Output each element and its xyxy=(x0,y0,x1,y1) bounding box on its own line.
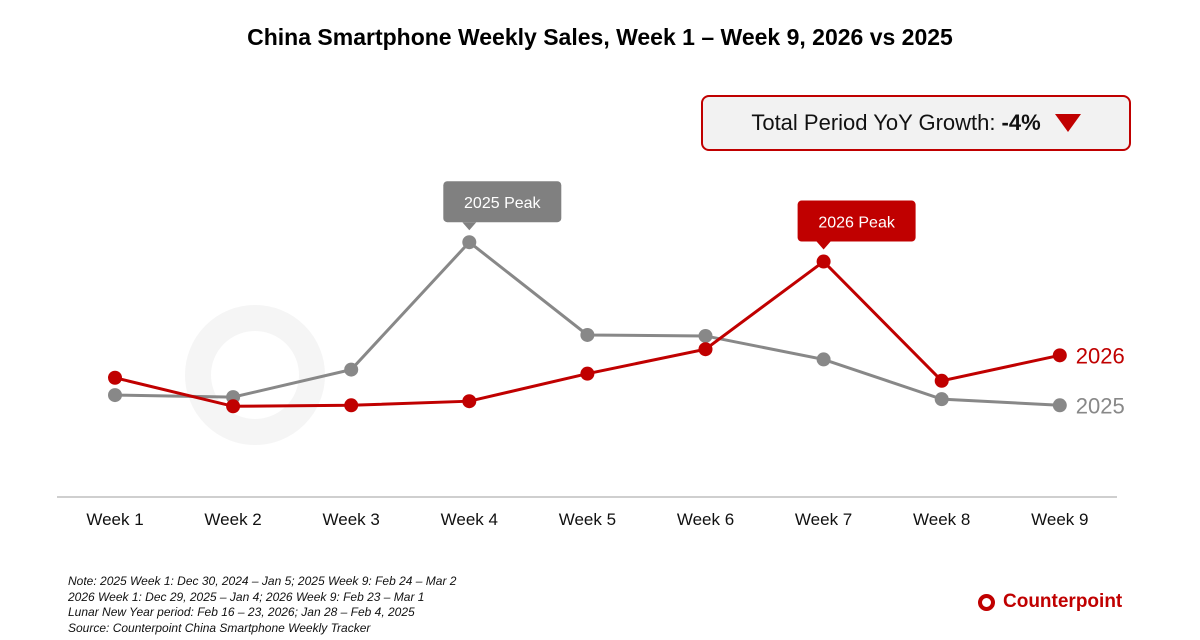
x-tick-label: Week 4 xyxy=(441,510,498,529)
x-tick-label: Week 2 xyxy=(204,510,261,529)
down-triangle-icon xyxy=(1054,114,1081,132)
data-point-2025 xyxy=(108,388,122,403)
callout-label: 2026 Peak xyxy=(818,215,896,232)
data-point-2026 xyxy=(580,366,595,381)
peak-callout: 2025 Peak xyxy=(443,181,562,231)
x-tick-label: Week 6 xyxy=(677,510,734,529)
data-point-2025 xyxy=(462,235,477,250)
series-2026: 2026 xyxy=(108,254,1125,414)
series-label-2026: 2026 xyxy=(1076,343,1125,368)
data-point-2025 xyxy=(580,327,595,342)
callout-pointer xyxy=(462,222,477,231)
chart-title: China Smartphone Weekly Sales, Week 1 – … xyxy=(247,24,953,50)
logo-text: Counterpoint xyxy=(1003,591,1123,612)
growth-label: Total Period YoY Growth: xyxy=(751,110,996,135)
yoy-growth-box: Total Period YoY Growth: -4% xyxy=(701,95,1131,151)
note-line: Note: 2025 Week 1: Dec 30, 2024 – Jan 5;… xyxy=(68,574,457,588)
series-label-2025: 2025 xyxy=(1076,393,1125,418)
data-point-2026 xyxy=(816,254,831,269)
growth-value: -4% xyxy=(1001,110,1041,135)
x-tick-label: Week 5 xyxy=(559,510,616,529)
x-tick-label: Week 7 xyxy=(795,510,852,529)
data-point-2026 xyxy=(934,373,949,388)
series-2025: 2025 xyxy=(108,235,1125,418)
data-point-2026 xyxy=(462,394,477,409)
data-point-2026 xyxy=(108,370,122,385)
x-tick-label: Week 3 xyxy=(323,510,380,529)
callout-box xyxy=(443,181,562,223)
data-point-2026 xyxy=(226,399,241,414)
data-point-2025 xyxy=(344,362,359,377)
data-point-2026 xyxy=(344,398,359,413)
note-line: 2026 Week 1: Dec 29, 2025 – Jan 4; 2026 … xyxy=(68,589,425,604)
footnotes: Note: 2025 Week 1: Dec 30, 2024 – Jan 5;… xyxy=(68,574,456,636)
data-point-2025 xyxy=(934,392,949,407)
data-point-2025 xyxy=(698,328,713,343)
logo-mark-icon xyxy=(978,593,995,611)
x-tick-label: Week 9 xyxy=(1031,510,1088,529)
x-tick-label: Week 1 xyxy=(86,510,143,529)
data-point-2026 xyxy=(698,342,713,357)
series-line-2025 xyxy=(114,240,1060,407)
note-line: Lunar New Year period: Feb 16 – 23, 2026… xyxy=(68,605,415,619)
data-point-2026 xyxy=(1052,348,1067,363)
callout-pointer xyxy=(816,241,831,250)
callout-label: 2025 Peak xyxy=(464,195,542,212)
source-line: Source: Counterpoint China Smartphone We… xyxy=(68,620,371,635)
data-point-2025 xyxy=(816,352,831,367)
callout-box xyxy=(797,200,916,242)
peak-callout: 2026 Peak xyxy=(797,200,916,250)
data-point-2025 xyxy=(1052,398,1067,413)
x-tick-label: Week 8 xyxy=(913,510,970,529)
counterpoint-logo: Counterpoint xyxy=(978,591,1122,613)
